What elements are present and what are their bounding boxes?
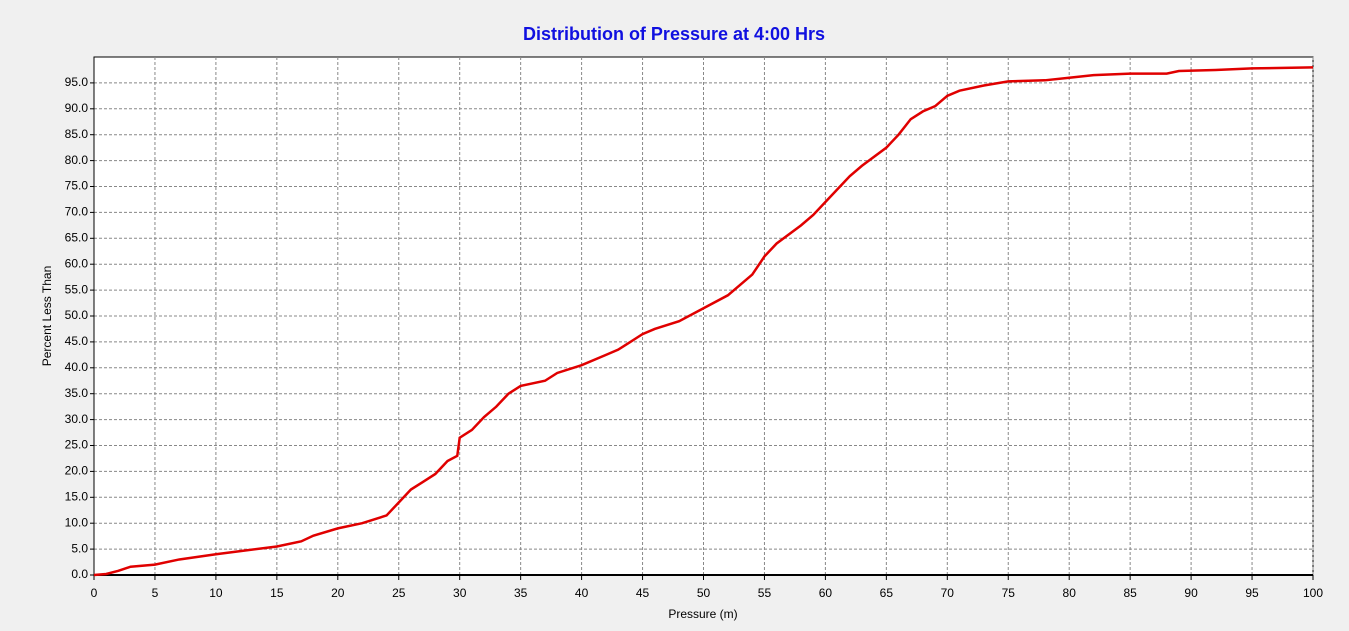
y-tick-label: 80.0 <box>65 153 89 167</box>
y-tick-label: 35.0 <box>65 386 89 400</box>
x-tick-label: 75 <box>1002 586 1016 600</box>
y-tick-label: 5.0 <box>71 541 88 555</box>
y-tick-label: 50.0 <box>65 308 89 322</box>
x-tick-label: 90 <box>1184 586 1198 600</box>
x-tick-label: 30 <box>453 586 467 600</box>
x-tick-label: 35 <box>514 586 528 600</box>
y-tick-label: 10.0 <box>65 515 89 529</box>
x-axis-label: Pressure (m) <box>668 607 737 621</box>
y-tick-label: 65.0 <box>65 230 89 244</box>
x-tick-label: 80 <box>1063 586 1077 600</box>
x-tick-label: 70 <box>941 586 955 600</box>
y-tick-label: 85.0 <box>65 127 89 141</box>
chart-title: Distribution of Pressure at 4:00 Hrs <box>523 24 825 44</box>
y-tick-label: 0.0 <box>71 567 88 581</box>
x-tick-label: 25 <box>392 586 406 600</box>
y-tick-label: 90.0 <box>65 101 89 115</box>
x-tick-label: 45 <box>636 586 650 600</box>
data-line <box>93 66 1314 577</box>
y-tick-label: 30.0 <box>65 412 89 426</box>
y-tick-label: 20.0 <box>65 464 89 478</box>
x-tick-label: 15 <box>270 586 284 600</box>
y-tick-label: 15.0 <box>65 489 89 503</box>
x-tick-label: 95 <box>1245 586 1259 600</box>
x-tick-label: 20 <box>331 586 345 600</box>
x-tick-label: 55 <box>758 586 772 600</box>
y-tick-label: 70.0 <box>65 205 89 219</box>
y-axis-label: Percent Less Than <box>40 266 54 367</box>
y-tick-label: 25.0 <box>65 438 89 452</box>
x-tick-label: 85 <box>1123 586 1137 600</box>
x-tick-label: 0 <box>91 586 98 600</box>
y-tick-label: 45.0 <box>65 334 89 348</box>
x-tick-label: 5 <box>152 586 159 600</box>
x-tick-label: 40 <box>575 586 589 600</box>
x-tick-label: 65 <box>880 586 894 600</box>
y-tick-label: 40.0 <box>65 360 89 374</box>
y-tick-label: 55.0 <box>65 282 89 296</box>
x-tick-label: 10 <box>209 586 223 600</box>
x-tick-label: 50 <box>697 586 711 600</box>
y-tick-label: 60.0 <box>65 256 89 270</box>
x-tick-label: 100 <box>1303 586 1323 600</box>
x-tick-label: 60 <box>819 586 833 600</box>
y-tick-label: 75.0 <box>65 179 89 193</box>
y-tick-label: 95.0 <box>65 75 89 89</box>
